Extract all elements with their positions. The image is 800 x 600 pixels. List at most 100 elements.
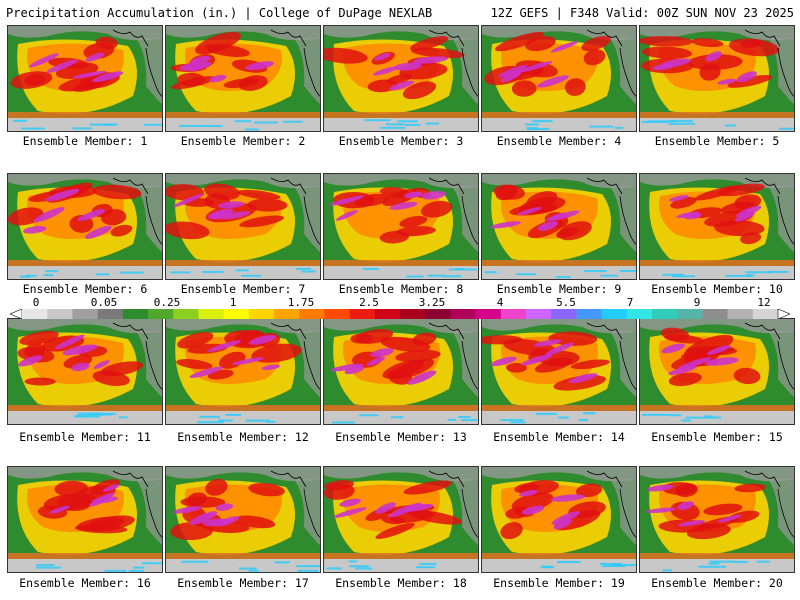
ensemble-member-label: Ensemble Member: 1 — [22, 134, 148, 148]
ensemble-member-label: Ensemble Member: 4 — [496, 134, 622, 148]
colorbar-swatch — [450, 309, 476, 319]
ensemble-member-map — [165, 25, 321, 132]
ensemble-member-map — [323, 318, 479, 425]
precip-field — [324, 467, 478, 572]
colorbar-swatch — [349, 309, 376, 319]
colorbar-swatch — [752, 309, 779, 319]
colorbar-swatch — [400, 309, 426, 319]
colorbar-swatch — [475, 309, 502, 319]
precip-field — [324, 174, 478, 279]
ensemble-member-map — [165, 466, 321, 573]
ensemble-member-label: Ensemble Member: 8 — [338, 282, 464, 296]
colorbar-swatch — [173, 309, 199, 319]
precip-field — [482, 319, 636, 424]
colorbar-swatch — [47, 309, 73, 319]
colorbar-tick-label: 2.5 — [359, 296, 379, 309]
ensemble-member-map — [323, 25, 479, 132]
ensemble-member-label: Ensemble Member: 9 — [496, 282, 622, 296]
ensemble-member-map — [481, 173, 637, 280]
colorbar-tick-label: 0.05 — [90, 296, 118, 309]
colorbar-swatch — [626, 309, 653, 319]
precip-field — [324, 319, 478, 424]
colorbar-swatch — [727, 309, 754, 319]
colorbar-swatch — [576, 309, 602, 319]
colorbar-tick-label: 0 — [32, 296, 40, 309]
precip-field — [8, 319, 162, 424]
ensemble-member-map — [7, 466, 163, 573]
ensemble-member-label: Ensemble Member: 18 — [335, 576, 467, 590]
ensemble-member-label: Ensemble Member: 16 — [19, 576, 151, 590]
colorbar-tick-label: 4 — [496, 296, 504, 309]
colorbar-swatch — [324, 309, 350, 319]
ensemble-member-label: Ensemble Member: 14 — [493, 430, 625, 444]
ensemble-member-label: Ensemble Member: 7 — [180, 282, 306, 296]
precip-field — [166, 174, 320, 279]
colorbar-swatch — [374, 309, 401, 319]
ensemble-member-map — [323, 173, 479, 280]
ensemble-member-label: Ensemble Member: 20 — [651, 576, 783, 590]
colorbar-swatch — [425, 309, 451, 319]
colorbar-swatch — [148, 309, 174, 319]
precip-field — [8, 26, 162, 131]
precip-field — [482, 26, 636, 131]
ensemble-member-label: Ensemble Member: 17 — [177, 576, 309, 590]
header-title-left: Precipitation Accumulation (in.) | Colle… — [6, 6, 433, 20]
ensemble-member-map — [165, 173, 321, 280]
ensemble-member-map — [165, 318, 321, 425]
colorbar-tick-label: 3.25 — [418, 296, 446, 309]
colorbar-tick-label: 7 — [626, 296, 634, 309]
colorbar-swatch — [198, 309, 224, 319]
ensemble-member-label: Ensemble Member: 12 — [177, 430, 309, 444]
colorbar-swatch — [551, 309, 577, 319]
precip-field — [166, 467, 320, 572]
ensemble-member-label: Ensemble Member: 10 — [651, 282, 783, 296]
colorbar-swatch — [97, 309, 124, 319]
colorbar-swatch — [274, 309, 300, 319]
ensemble-member-map — [7, 25, 163, 132]
precip-field — [166, 26, 320, 131]
ensemble-member-map — [639, 466, 795, 573]
colorbar-swatch — [702, 309, 728, 319]
ensemble-member-map — [639, 318, 795, 425]
colorbar-swatch — [299, 309, 325, 319]
precip-field — [8, 467, 162, 572]
colorbar-swatch — [500, 309, 527, 319]
colorbar — [10, 309, 790, 319]
ensemble-member-label: Ensemble Member: 5 — [654, 134, 780, 148]
colorbar-tick-label: 5.5 — [556, 296, 576, 309]
ensemble-member-label: Ensemble Member: 2 — [180, 134, 306, 148]
precip-field — [482, 174, 636, 279]
colorbar-swatch — [652, 309, 678, 319]
precip-field — [640, 174, 794, 279]
ensemble-member-label: Ensemble Member: 13 — [335, 430, 467, 444]
colorbar-swatch — [122, 309, 149, 319]
ensemble-member-map — [481, 466, 637, 573]
colorbar-tick-label: 1.75 — [287, 296, 315, 309]
precip-field — [166, 319, 320, 424]
ensemble-member-label: Ensemble Member: 6 — [22, 282, 148, 296]
ensemble-member-label: Ensemble Member: 11 — [19, 430, 151, 444]
precip-field — [640, 319, 794, 424]
ensemble-member-map — [323, 466, 479, 573]
colorbar-swatch — [72, 309, 98, 319]
ensemble-member-label: Ensemble Member: 19 — [493, 576, 625, 590]
colorbar-swatch — [248, 309, 275, 319]
ensemble-member-map — [639, 25, 795, 132]
colorbar-swatch — [22, 309, 48, 319]
precip-field — [640, 26, 794, 131]
colorbar-swatch — [526, 309, 552, 319]
ensemble-member-map — [7, 173, 163, 280]
ensemble-member-map — [639, 173, 795, 280]
colorbar-tick-label: 0.25 — [153, 296, 181, 309]
precip-field — [482, 467, 636, 572]
colorbar-swatch — [677, 309, 703, 319]
ensemble-member-map — [7, 318, 163, 425]
precip-field — [8, 174, 162, 279]
header-run-info: 12Z GEFS | F348 Valid: 00Z SUN NOV 23 20… — [490, 6, 794, 20]
colorbar-tick-label: 12 — [757, 296, 771, 309]
ensemble-member-map — [481, 25, 637, 132]
precip-field — [640, 467, 794, 572]
colorbar-swatch — [223, 309, 250, 319]
colorbar-tick-label: 9 — [693, 296, 701, 309]
precip-field — [324, 26, 478, 131]
